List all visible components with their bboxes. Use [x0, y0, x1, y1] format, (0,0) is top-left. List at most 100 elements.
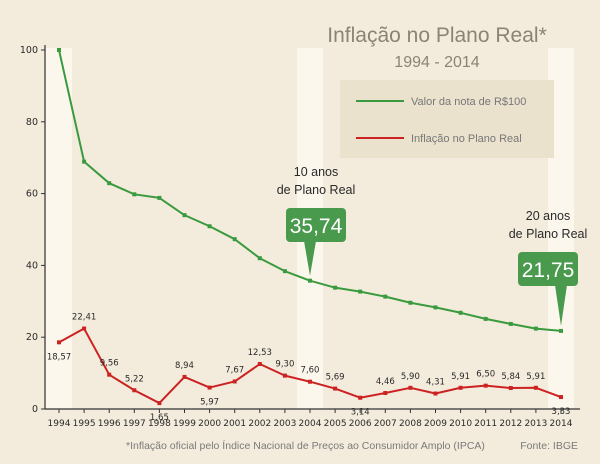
x-tick-label: 1996	[98, 419, 121, 429]
data-point	[157, 401, 162, 406]
y-tick-label: 20	[26, 332, 38, 343]
chart-subtitle: 1994 - 2014	[394, 54, 480, 71]
data-point	[132, 192, 137, 197]
data-point	[82, 159, 87, 164]
x-tick-label: 2002	[248, 419, 271, 429]
data-label: 18,57	[47, 352, 71, 362]
data-label: 5,69	[326, 373, 345, 383]
data-point	[182, 213, 187, 218]
x-tick-label: 1994	[48, 419, 71, 429]
data-label: 5,97	[200, 398, 219, 408]
data-label: 5,84	[501, 372, 520, 382]
y-tick-label: 40	[26, 260, 38, 271]
data-label: 3,14	[351, 408, 370, 418]
data-point	[157, 195, 162, 200]
x-tick-label: 1995	[73, 419, 96, 429]
data-label: 5,91	[451, 372, 470, 382]
callout-box	[518, 252, 578, 286]
callout-value: 35,74	[290, 215, 343, 238]
x-tick-label: 2013	[524, 419, 547, 429]
x-tick-label: 1998	[148, 419, 171, 429]
data-point	[358, 289, 363, 294]
data-point	[483, 383, 488, 388]
data-point	[433, 305, 438, 310]
data-label: 4,31	[426, 378, 445, 388]
x-tick-label: 2010	[449, 419, 472, 429]
data-point	[57, 48, 61, 52]
data-point	[559, 395, 563, 400]
data-label: 1,65	[150, 413, 169, 423]
x-tick-label: 2000	[198, 419, 221, 429]
callout-pointer	[304, 241, 316, 276]
data-point	[508, 321, 513, 326]
data-label: 6,50	[476, 370, 495, 380]
data-point	[458, 310, 463, 315]
data-label: 4,46	[376, 377, 395, 387]
data-point	[533, 385, 538, 390]
x-tick-label: 2007	[374, 419, 397, 429]
data-point	[433, 391, 438, 396]
x-tick-label: 1997	[123, 419, 146, 429]
data-label: 7,60	[301, 366, 320, 376]
x-tick-label: 2001	[223, 419, 246, 429]
data-point	[282, 373, 287, 378]
data-point	[308, 379, 312, 384]
x-tick-label: 1999	[173, 419, 196, 429]
y-tick-label: 80	[26, 117, 38, 128]
data-label: 12,53	[248, 348, 272, 358]
callout-box	[286, 208, 346, 242]
data-label: 22,41	[72, 313, 96, 323]
data-point	[408, 385, 413, 390]
data-point	[57, 340, 61, 345]
annotation-line2: de Plano Real	[509, 227, 588, 241]
x-tick-label: 2006	[349, 419, 372, 429]
source-note: Fonte: IBGE	[520, 440, 578, 452]
x-tick-label: 2014	[550, 419, 573, 429]
data-point	[508, 386, 513, 391]
data-point	[533, 326, 538, 331]
x-tick-label: 2005	[324, 419, 347, 429]
data-point	[207, 385, 212, 390]
x-tick-label: 2009	[424, 419, 447, 429]
data-point	[559, 328, 563, 333]
data-point	[132, 388, 137, 393]
data-point	[333, 386, 338, 391]
data-label: 5,90	[401, 372, 420, 382]
legend-box	[340, 80, 554, 158]
annotation-line2: de Plano Real	[277, 183, 356, 197]
callout-pointer	[555, 285, 567, 326]
data-label: 3,33	[552, 407, 571, 417]
x-tick-label: 2011	[474, 419, 497, 429]
data-point	[107, 372, 112, 377]
annotation-line1: 10 anos	[294, 165, 338, 179]
data-label: 7,67	[225, 365, 244, 375]
data-point	[458, 385, 463, 390]
legend-label-0: Valor da nota de R$100	[411, 96, 526, 108]
data-point	[358, 395, 363, 400]
callout-value: 21,75	[522, 259, 575, 282]
data-point	[182, 374, 187, 379]
data-point	[257, 362, 262, 367]
data-label: 9,56	[100, 359, 119, 369]
data-point	[483, 316, 488, 321]
data-point	[383, 294, 388, 299]
data-point	[232, 379, 237, 384]
data-point	[308, 278, 312, 283]
y-tick-label: 100	[20, 45, 38, 56]
data-label: 5,91	[526, 372, 545, 382]
data-point	[408, 300, 413, 305]
data-point	[282, 269, 287, 274]
x-tick-label: 2012	[499, 419, 522, 429]
data-label: 9,30	[275, 360, 294, 370]
x-tick-label: 2003	[273, 419, 296, 429]
data-point	[257, 256, 262, 261]
data-label: 5,22	[125, 374, 144, 384]
footnote: *Inflação oficial pelo Índice Nacional d…	[126, 439, 485, 452]
data-point	[107, 181, 112, 186]
legend-label-1: Inflação no Plano Real	[411, 133, 522, 145]
data-point	[82, 326, 87, 331]
x-tick-label: 2008	[399, 419, 422, 429]
highlight-band-1994	[46, 48, 72, 409]
y-tick-label: 60	[26, 189, 38, 200]
